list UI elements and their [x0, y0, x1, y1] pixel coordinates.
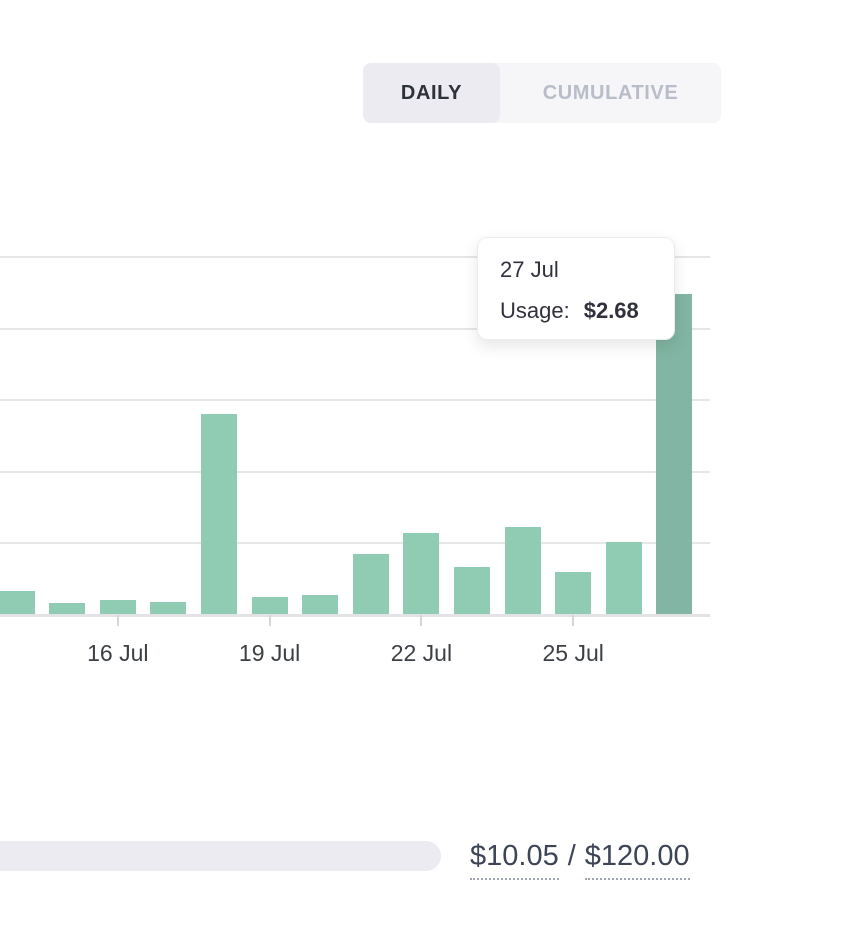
x-axis-label: 22 Jul: [390, 640, 453, 666]
chart-tooltip: 27 Jul Usage: $2.68: [477, 237, 675, 340]
gridline: [0, 327, 710, 330]
x-axis-label: 19 Jul: [238, 640, 301, 666]
gridline: [0, 399, 710, 402]
usage-bar[interactable]: [302, 594, 339, 614]
x-axis-labels: 16 Jul 19 Jul 22 Jul 25 Jul: [0, 640, 710, 672]
cumulative-toggle-button[interactable]: CUMULATIVE: [500, 63, 721, 123]
daily-toggle-button[interactable]: DAILY: [363, 63, 500, 123]
x-axis-tick: [268, 615, 271, 626]
budget-separator: /: [567, 840, 576, 872]
usage-bar[interactable]: [352, 554, 389, 614]
usage-bar[interactable]: [605, 542, 642, 614]
usage-bar[interactable]: [150, 602, 187, 614]
usage-bar[interactable]: [454, 567, 490, 614]
interval-toggle: DAILY CUMULATIVE: [363, 63, 721, 123]
usage-bar[interactable]: [0, 591, 35, 614]
usage-bar[interactable]: [49, 603, 86, 614]
tooltip-usage-label: Usage:: [500, 298, 570, 323]
usage-bar[interactable]: [504, 526, 541, 614]
budget-amounts: $10.05 / $120.00: [470, 840, 690, 880]
x-axis-line: [0, 614, 710, 617]
x-axis-label: 16 Jul: [87, 640, 149, 666]
gridline: [0, 256, 710, 258]
usage-bar[interactable]: [99, 599, 136, 614]
usage-bar[interactable]: [403, 532, 440, 614]
budget-limit-amount[interactable]: $120.00: [584, 840, 690, 880]
gridline: [0, 542, 710, 545]
usage-bar[interactable]: [201, 413, 237, 614]
x-axis-label: 25 Jul: [542, 640, 604, 666]
usage-bar-chart: [0, 256, 710, 626]
usage-bar[interactable]: [555, 572, 592, 614]
x-axis-tick: [116, 615, 119, 626]
usage-amount[interactable]: $10.05: [470, 840, 559, 880]
x-axis-tick: [572, 615, 575, 626]
budget-progress-bar: [0, 841, 441, 871]
x-axis-tick: [420, 615, 423, 626]
tooltip-usage-value: $2.68: [583, 298, 639, 323]
usage-bar[interactable]: [656, 294, 693, 614]
tooltip-date: 27 Jul: [500, 257, 559, 282]
usage-bar[interactable]: [251, 597, 288, 614]
gridline: [0, 470, 710, 473]
